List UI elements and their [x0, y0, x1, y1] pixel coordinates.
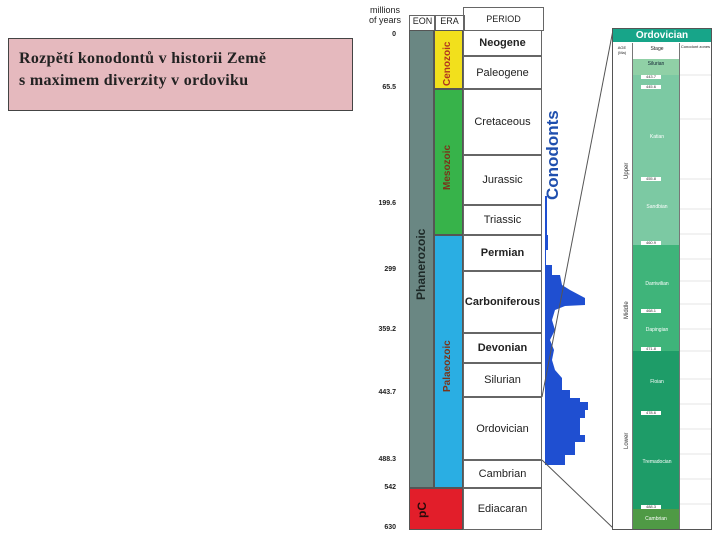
- detail-col-stage: Stage: [650, 46, 664, 52]
- eon-precambrian-bar: [409, 488, 463, 530]
- conodont-diversity-plot: [545, 230, 588, 465]
- detail-column-divider: [632, 43, 633, 529]
- detail-stage-tremadocian: Tremadocian: [642, 459, 672, 465]
- boundary-age: 460.9: [641, 241, 661, 245]
- period-silurian: Silurian: [463, 363, 542, 397]
- era-cenozoic-label: Cenozoic: [442, 41, 453, 86]
- eon-header: EON: [409, 15, 436, 31]
- age-label: 488.3: [378, 456, 396, 463]
- boundary-age: 455.8: [641, 177, 661, 181]
- era-header: ERA: [434, 15, 465, 31]
- detail-stage-floian: Floian: [650, 379, 664, 385]
- zoom-connector-lines: [541, 29, 614, 529]
- age-label: 359.2: [378, 326, 396, 333]
- age-label: 65.5: [382, 84, 396, 91]
- era-mesozoic-bar: [434, 89, 463, 235]
- detail-stage-katian: Katian: [649, 134, 665, 140]
- age-label: 443.7: [378, 389, 396, 396]
- detail-column-divider: [679, 43, 680, 529]
- period-header: PERIOD: [463, 7, 544, 31]
- era-cenozoic-bar: [434, 30, 463, 89]
- eon-precambrian-label: pC: [415, 502, 429, 518]
- age-header: millions of years: [368, 5, 401, 25]
- era-palaeozoic-label: Palaeozoic: [442, 340, 453, 392]
- period-permian: Permian: [463, 235, 542, 271]
- boundary-age: 478.6: [641, 411, 661, 415]
- period-paleogene: Paleogene: [463, 56, 542, 89]
- period-ediacaran: Ediacaran: [463, 488, 542, 530]
- detail-stage-sandbian: Sandbian: [646, 204, 668, 210]
- age-label: 199.6: [378, 200, 396, 207]
- eon-phanerozoic-label: Phanerozoic: [414, 228, 428, 300]
- detail-middle-label: Middle: [624, 301, 630, 319]
- detail-cambrian-label: Cambrian: [645, 516, 667, 522]
- caption-box: Rozpětí konodontů v historii Země s maxi…: [8, 38, 353, 111]
- boundary-age: 443.7: [641, 75, 661, 79]
- eon-phanerozoic-bar: [409, 30, 434, 488]
- detail-silurian-label: Silurian: [647, 61, 665, 67]
- conodonts-range-line: [545, 196, 547, 236]
- period-cambrian: Cambrian: [463, 460, 542, 488]
- conodont-zone-column: [679, 74, 711, 505]
- detail-upper-label: Upper: [624, 162, 630, 179]
- boundary-age: 445.6: [641, 85, 661, 89]
- era-palaeozoic-bar: [434, 235, 463, 488]
- detail-upper-band: [633, 75, 679, 245]
- age-label: 0: [392, 31, 396, 38]
- detail-title: Ordovician: [613, 29, 711, 42]
- detail-lower-band: [633, 351, 679, 509]
- boundary-age: 471.8: [641, 347, 661, 351]
- period-ordovician: Ordovician: [463, 397, 542, 460]
- period-cretaceous: Cretaceous: [463, 89, 542, 155]
- period-carboniferous: Carboniferous: [463, 271, 542, 333]
- period-triassic: Triassic: [463, 205, 542, 235]
- ordovician-detail-panel: Ordovician AGE (Ma) Stage Conodont zones…: [612, 28, 712, 530]
- age-label: 299: [384, 266, 396, 273]
- diversity-area: [545, 230, 588, 465]
- period-jurassic: Jurassic: [463, 155, 542, 205]
- period-neogene: Neogene: [463, 30, 542, 56]
- age-label: 542: [384, 484, 396, 491]
- era-mesozoic-label: Mesozoic: [442, 144, 453, 190]
- detail-col-age: AGE (Ma): [617, 45, 627, 55]
- detail-silurian-band: [633, 59, 679, 75]
- detail-cambrian-band: [633, 509, 679, 529]
- detail-middle-band: [633, 245, 679, 351]
- detail-lower-label: Lower: [624, 432, 630, 449]
- detail-col-zone: Conodont zones: [680, 44, 711, 49]
- age-label: 630: [384, 524, 396, 531]
- detail-stage-dapingian: Dapingian: [645, 327, 669, 333]
- period-devonian: Devonian: [463, 333, 542, 363]
- detail-stage-darriwilian: Darriwilian: [645, 281, 669, 287]
- caption-line-2: s maximem diverzity v ordoviku: [19, 72, 249, 89]
- boundary-age: 488.3: [641, 505, 661, 509]
- caption-line-1: Rozpětí konodontů v historii Země: [19, 50, 267, 67]
- boundary-age: 468.1: [641, 309, 661, 313]
